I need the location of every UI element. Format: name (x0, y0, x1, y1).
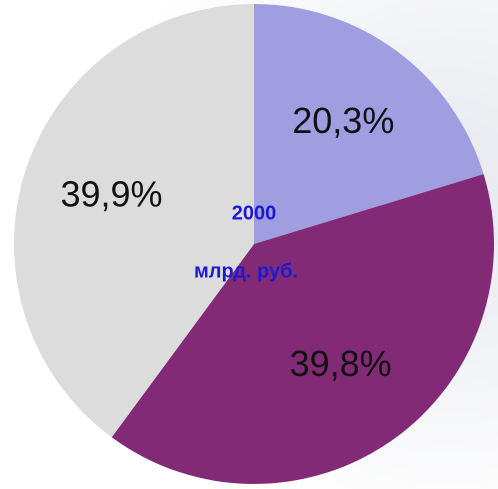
slice-label: 39,9% (60, 174, 162, 215)
chart: 20,3% 39,8% 39,9% 2000 млрд. руб. (0, 0, 498, 489)
page: 20,3%39,8%39,9%2000млрд. руб. (() => { c… (0, 0, 498, 489)
center-label: 2000 (232, 202, 277, 224)
slice-label: 20,3% (292, 100, 394, 141)
slice-label: 39,8% (290, 343, 392, 384)
center-label: млрд. руб. (194, 260, 298, 282)
